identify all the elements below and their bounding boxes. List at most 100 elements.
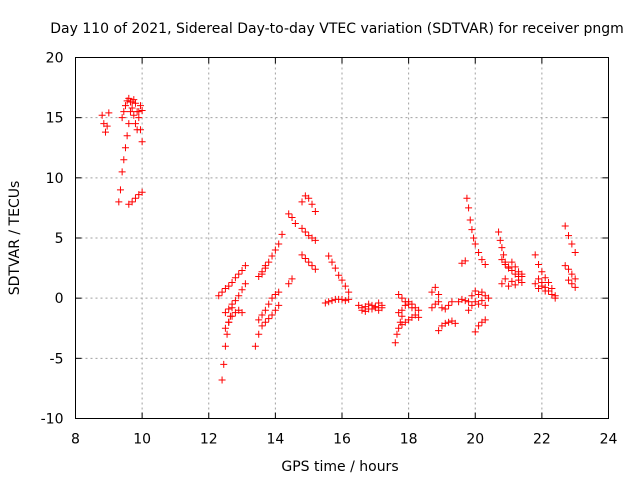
data-point <box>538 282 546 290</box>
data-point <box>511 281 519 289</box>
data-point <box>331 264 339 272</box>
data-point <box>258 322 266 330</box>
data-point <box>441 305 449 313</box>
grid <box>75 57 609 419</box>
data-point <box>478 256 486 264</box>
data-point <box>341 282 349 290</box>
data-point <box>126 108 134 116</box>
data-point <box>463 194 471 202</box>
data-point <box>268 311 276 319</box>
data-point <box>125 120 133 128</box>
data-point <box>538 268 546 276</box>
data-point <box>228 300 236 308</box>
data-point <box>231 274 239 282</box>
data-point <box>136 102 144 110</box>
data-point <box>103 122 111 130</box>
data-point <box>435 298 443 306</box>
data-point <box>235 270 243 278</box>
data-point <box>571 275 579 283</box>
data-point <box>120 156 128 164</box>
data-point <box>235 292 243 300</box>
data-point <box>221 342 229 350</box>
data-point <box>505 264 513 272</box>
data-point <box>531 251 539 259</box>
data-point <box>123 132 131 140</box>
data-point <box>311 208 319 216</box>
data-point <box>223 330 231 338</box>
data-point <box>518 273 526 281</box>
tick-labels: 8 10 12 14 16 18 20 22 24 -10 -5 0 5 10 15 20 <box>41 51 618 448</box>
data-point <box>451 319 459 327</box>
data-point <box>561 222 569 230</box>
data-point <box>508 277 516 285</box>
data-point <box>445 301 453 309</box>
data-point <box>288 275 296 283</box>
data-point <box>220 360 228 368</box>
data-point <box>133 126 141 134</box>
y-tick-label: 0 <box>55 291 64 307</box>
data-point <box>501 275 509 283</box>
data-point <box>265 258 273 266</box>
data-point <box>325 252 333 260</box>
data-point <box>415 306 423 314</box>
data-point <box>98 111 106 119</box>
data-point <box>238 309 246 317</box>
y-tick-label: 10 <box>46 171 64 187</box>
data-point <box>518 279 526 287</box>
data-point <box>278 230 286 238</box>
data-point <box>498 280 506 288</box>
y-tick-label: 5 <box>55 231 64 247</box>
data-point <box>551 294 559 302</box>
data-point <box>468 301 476 309</box>
data-point <box>498 244 506 252</box>
data-point <box>565 276 573 284</box>
data-point <box>255 330 263 338</box>
data-point <box>541 274 549 282</box>
data-point <box>265 300 273 308</box>
data-point <box>288 214 296 222</box>
data-point <box>565 265 573 273</box>
data-point <box>398 312 406 320</box>
data-point <box>308 200 316 208</box>
data-point <box>435 291 443 299</box>
data-point <box>255 316 263 324</box>
data-point <box>415 313 423 321</box>
data-point <box>445 318 453 326</box>
data-points <box>98 94 579 384</box>
data-point <box>465 306 473 314</box>
data-point <box>471 287 479 295</box>
x-tick-label: 20 <box>466 432 484 448</box>
data-point <box>458 295 466 303</box>
y-tick-label: -10 <box>41 412 64 428</box>
data-point <box>541 287 549 295</box>
data-point <box>395 324 403 332</box>
data-point <box>128 198 136 206</box>
data-point <box>568 240 576 248</box>
data-point <box>398 306 406 314</box>
x-tick-label: 18 <box>400 432 418 448</box>
data-point <box>275 240 283 248</box>
data-point <box>495 228 503 236</box>
data-point <box>548 291 556 299</box>
data-point <box>131 99 139 107</box>
data-point <box>135 114 143 122</box>
data-point <box>261 262 269 270</box>
data-point <box>485 294 493 302</box>
data-point <box>128 104 136 112</box>
data-point <box>496 236 504 244</box>
data-point <box>138 138 146 146</box>
data-point <box>478 297 486 305</box>
data-point <box>478 288 486 296</box>
data-point <box>138 106 146 114</box>
data-point <box>461 297 469 305</box>
data-point <box>221 324 229 332</box>
data-point <box>468 292 476 300</box>
data-point <box>130 111 138 119</box>
y-tick-label: -5 <box>50 351 64 367</box>
data-point <box>466 216 474 224</box>
data-point <box>218 288 226 296</box>
data-point <box>261 306 269 314</box>
data-point <box>338 295 346 303</box>
data-point <box>298 224 306 232</box>
